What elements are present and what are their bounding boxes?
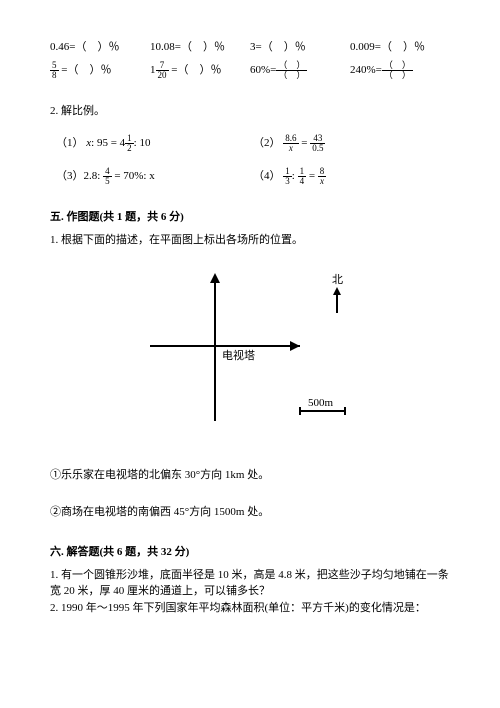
fraction-icon: 1 3 — [283, 167, 292, 186]
scale-label: 500m — [308, 397, 334, 409]
section-5-item-2: ②商场在电视塔的南偏西 45°方向 1500m 处。 — [50, 505, 450, 520]
fraction-icon: （ ） （ ） — [382, 61, 413, 80]
section-6-title: 六. 解答题(共 6 题，共 32 分) — [50, 545, 450, 560]
fraction-icon: （ ） （ ） — [276, 61, 307, 80]
ratio-item: （4） 1 3 : 1 4 = 8 x — [253, 167, 450, 186]
problem-2-title: 2. 解比例。 — [50, 104, 450, 119]
conv-item: 3=（ ）％ — [250, 40, 350, 55]
fraction-icon: 5 8 — [50, 61, 59, 80]
conv-item: 0.46=（ ）％ — [50, 40, 150, 55]
fraction-icon: 1 4 — [298, 167, 307, 186]
fraction-icon: 8 x — [318, 167, 327, 186]
north-label: 北 — [332, 273, 343, 286]
section-5-item-1: ①乐乐家在电视塔的北偏东 30°方向 1km 处。 — [50, 468, 450, 483]
ratio-row-1: （1） x: 95 = 412: 10 （2） 8.6 x = 43 0.5 — [50, 134, 450, 153]
fraction-icon: 43 0.5 — [310, 134, 325, 153]
fraction-icon: 12 — [125, 134, 134, 153]
ratio-item: （1） x: 95 = 412: 10 — [56, 134, 253, 153]
ratio-item: （2） 8.6 x = 43 0.5 — [253, 134, 450, 153]
conv-item: 5 8 =（ ）％ — [50, 61, 150, 80]
conv-item: 1 7 20 =（ ）％ — [150, 61, 250, 80]
fraction-icon: 4 5 — [103, 167, 112, 186]
center-label: 电视塔 — [222, 348, 255, 362]
fraction-icon: 7 20 — [156, 61, 169, 80]
fraction-icon: 8.6 x — [283, 134, 298, 153]
coordinate-diagram: 电视塔 北 500m — [50, 261, 450, 446]
section-5-title: 五. 作图题(共 1 题，共 6 分) — [50, 210, 450, 225]
conv-item: 240%= （ ） （ ） — [350, 61, 450, 80]
conv-item: 0.009=（ ）％ — [350, 40, 450, 55]
conversion-row-2: 5 8 =（ ）％ 1 7 20 =（ ）％ 60%= （ ） （ ） 240%… — [50, 61, 450, 80]
ratio-row-2: （3）2.8: 4 5 = 70%: x （4） 1 3 : 1 4 = 8 x — [50, 167, 450, 186]
conversion-row-1: 0.46=（ ）％ 10.08=（ ）％ 3=（ ）％ 0.009=（ ）％ — [50, 40, 450, 55]
section-5-question: 1. 根据下面的描述，在平面图上标出各场所的位置。 — [50, 233, 450, 248]
conv-item: 60%= （ ） （ ） — [250, 61, 350, 80]
section-6-q1: 1. 有一个圆锥形沙堆，底面半径是 10 米，高是 4.8 米，把这些沙子均匀地… — [50, 568, 450, 599]
section-6-q2: 2. 1990 年～1995 年下列国家年平均森林面积(单位：平方千米)的变化情… — [50, 601, 450, 616]
conv-item: 10.08=（ ）％ — [150, 40, 250, 55]
ratio-item: （3）2.8: 4 5 = 70%: x — [56, 167, 253, 186]
